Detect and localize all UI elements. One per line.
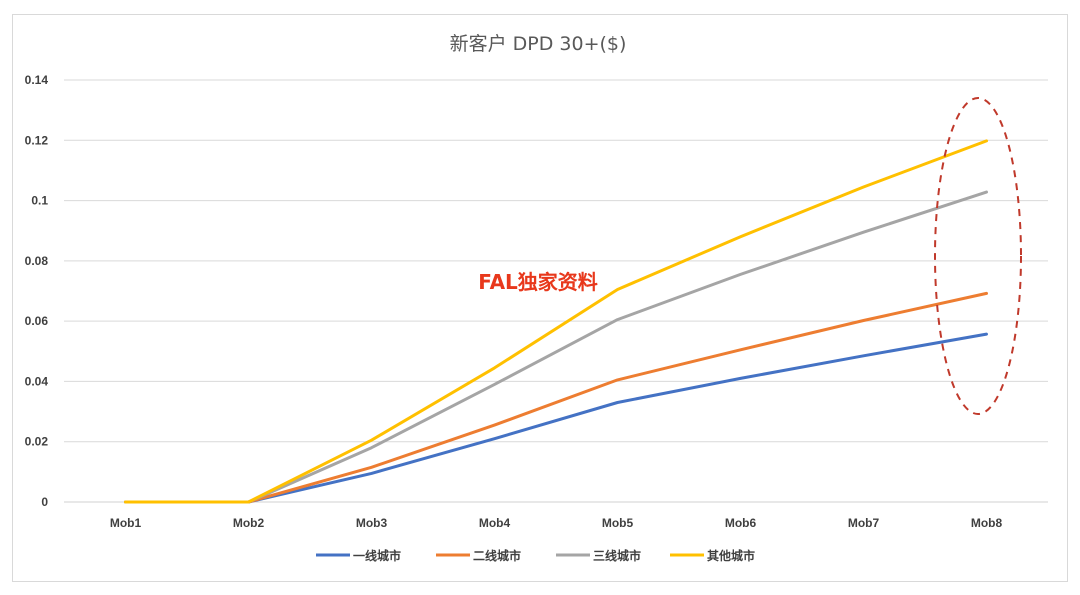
series-line-2 [124, 291, 988, 504]
legend-label: 其他城市 [707, 548, 755, 563]
y-tick-label: 0.08 [25, 254, 49, 268]
y-tick-label: 0.02 [25, 435, 49, 449]
x-tick-label: Mob7 [848, 516, 880, 530]
y-tick-label: 0.1 [31, 194, 48, 208]
y-tick-label: 0.14 [25, 73, 49, 87]
series-line-4 [124, 139, 988, 504]
x-tick-label: Mob8 [971, 516, 1003, 530]
x-tick-label: Mob1 [110, 516, 142, 530]
chart-title: 新客户 DPD 30+($) [450, 33, 627, 55]
x-tick-label: Mob2 [233, 516, 265, 530]
y-tick-label: 0.06 [25, 314, 49, 328]
x-tick-label: Mob6 [725, 516, 757, 530]
watermark-text: FAL独家资料 [478, 270, 598, 294]
legend: 一线城市 二线城市 三线城市 其他城市 [316, 548, 755, 563]
series-line-1 [124, 332, 988, 504]
y-axis-ticks: 0 0.02 0.04 0.06 0.08 0.1 0.12 0.14 [25, 73, 49, 509]
legend-label: 一线城市 [353, 548, 401, 563]
x-tick-label: Mob3 [356, 516, 388, 530]
legend-label: 二线城市 [473, 548, 521, 563]
series-lines [124, 139, 988, 504]
series-line-3 [124, 190, 988, 504]
x-tick-label: Mob5 [602, 516, 634, 530]
x-tick-label: Mob4 [479, 516, 511, 530]
highlight-ellipse [934, 97, 1022, 415]
y-tick-label: 0 [41, 495, 48, 509]
x-axis-ticks: Mob1 Mob2 Mob3 Mob4 Mob5 Mob6 Mob7 Mob8 [110, 516, 1003, 530]
legend-label: 三线城市 [593, 548, 641, 563]
chart-frame [12, 14, 1068, 582]
y-tick-label: 0.04 [25, 374, 49, 388]
y-tick-label: 0.12 [25, 133, 49, 147]
